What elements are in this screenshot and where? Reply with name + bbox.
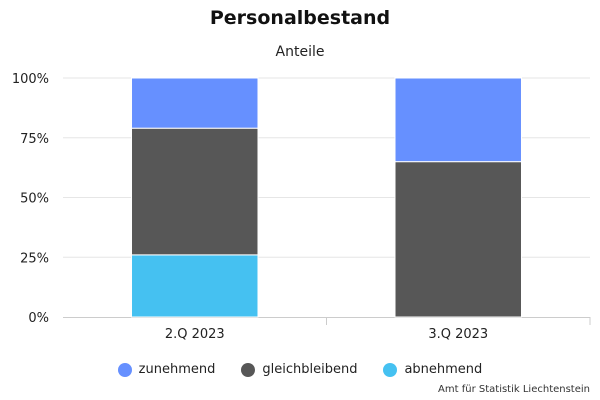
bar-segment-abnehmend	[131, 254, 259, 318]
chart-legend: zunehmend gleichbleibend abnehmend	[0, 362, 600, 377]
chart-title: Personalbestand	[209, 7, 391, 29]
legend-item-abnehmend[interactable]: abnehmend	[383, 362, 482, 377]
legend-marker	[383, 362, 398, 377]
bar-segment-zunehmend	[131, 77, 259, 129]
legend-marker	[241, 362, 256, 377]
y-tick-label: 100%	[12, 72, 49, 87]
legend-item-zunehmend[interactable]: zunehmend	[117, 362, 216, 377]
bar-segment-gleichbleibend	[131, 127, 259, 256]
y-tick-label: 50%	[20, 192, 49, 207]
chart-subtitle: Anteile	[275, 44, 325, 60]
bar-segment-gleichbleibend	[394, 161, 522, 318]
legend-item-gleichbleibend[interactable]: gleichbleibend	[241, 362, 357, 377]
x-tick-label: 2.Q 2023	[165, 327, 225, 342]
legend-label: zunehmend	[138, 362, 216, 377]
y-tick-label: 75%	[20, 132, 49, 147]
credits-text[interactable]: Amt für Statistik Liechtenstein	[438, 384, 590, 395]
y-tick-label: 25%	[20, 251, 49, 266]
x-tick-label: 3.Q 2023	[428, 327, 488, 342]
legend-label: abnehmend	[404, 362, 483, 377]
bar-segment-zunehmend	[394, 77, 522, 163]
legend-label: gleichbleibend	[262, 362, 358, 377]
legend-marker	[117, 362, 132, 377]
y-tick-label: 0%	[28, 311, 49, 326]
